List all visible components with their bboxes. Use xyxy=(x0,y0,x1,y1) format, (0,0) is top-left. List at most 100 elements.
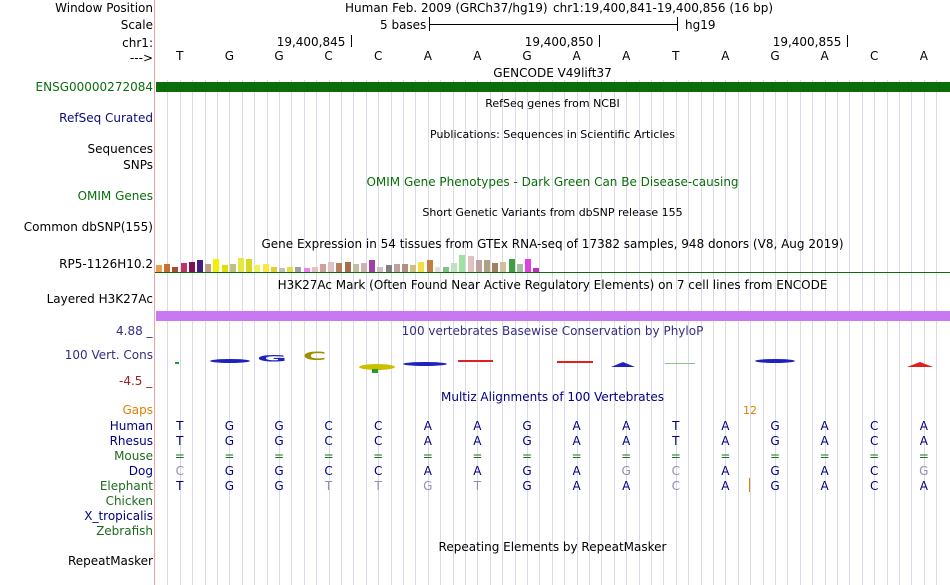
gtex-tissue-bar[interactable] xyxy=(197,260,203,272)
h3k27ac-track-label[interactable]: Layered H3K27Ac xyxy=(46,292,153,306)
gtex-tissue-bar[interactable] xyxy=(303,268,310,272)
alignment-base: G xyxy=(224,434,235,448)
gtex-tissue-bar[interactable] xyxy=(336,262,343,272)
gtex-tissue-bar[interactable] xyxy=(443,266,449,272)
gtex-tissue-bar[interactable] xyxy=(188,261,195,272)
gtex-tissue-bar[interactable] xyxy=(229,264,236,272)
grid-line xyxy=(489,80,491,585)
alignment-base: A xyxy=(919,434,928,448)
alignment-base: A xyxy=(622,479,631,493)
gtex-tissue-bar[interactable] xyxy=(361,262,367,272)
gtex-tissue-bar[interactable] xyxy=(205,264,212,272)
gtex-tissue-bar[interactable] xyxy=(410,265,417,272)
gtex-tissue-bar[interactable] xyxy=(213,258,220,272)
gtex-tissue-bar[interactable] xyxy=(467,256,474,272)
gtex-tissue-bar[interactable] xyxy=(262,264,269,272)
species-label[interactable]: Elephant xyxy=(99,479,153,493)
alignment-base: G xyxy=(770,464,780,478)
gtex-tissue-bar[interactable] xyxy=(516,264,523,272)
alignment-base: C xyxy=(671,464,680,478)
refseq-title: RefSeq genes from NCBI xyxy=(485,97,620,110)
refseq-track-label[interactable]: RefSeq Curated xyxy=(59,111,153,125)
species-label[interactable]: Zebrafish xyxy=(96,524,153,538)
h3k27ac-signal[interactable] xyxy=(156,311,950,321)
gencode-gene-block[interactable] xyxy=(156,82,950,92)
gtex-tissue-bar[interactable] xyxy=(500,261,507,272)
snps-track-label[interactable]: SNPs xyxy=(123,158,153,172)
grid-line xyxy=(465,80,466,585)
gtex-tissue-bar[interactable] xyxy=(475,260,482,272)
gencode-track-label[interactable]: ENSG00000272084 xyxy=(35,80,153,94)
species-label[interactable]: Rhesus xyxy=(109,434,153,448)
alignment-base: = xyxy=(670,449,681,463)
gtex-tissue-bar[interactable] xyxy=(377,266,384,272)
gtex-tissue-bar[interactable] xyxy=(459,255,466,272)
gtex-tissue-bar[interactable] xyxy=(484,260,490,272)
gtex-tissue-bar[interactable] xyxy=(180,262,187,272)
gtex-tissue-bar[interactable] xyxy=(295,266,302,272)
gtex-tissue-bar[interactable] xyxy=(418,261,425,272)
gtex-tissue-bar[interactable] xyxy=(393,264,400,272)
browser-image[interactable] xyxy=(155,0,950,585)
gtex-tissue-bar[interactable] xyxy=(352,264,359,272)
sequences-track-label[interactable]: Sequences xyxy=(87,142,153,156)
gtex-tissue-bar[interactable] xyxy=(221,265,228,272)
grid-line xyxy=(700,80,702,585)
grid-line xyxy=(403,80,404,585)
alignment-base: C xyxy=(671,479,680,493)
gtex-tissue-bar[interactable] xyxy=(164,264,171,272)
gtex-tissue-bar[interactable] xyxy=(533,268,540,272)
grid-line xyxy=(502,80,504,585)
alignment-base: T xyxy=(176,419,184,433)
gtex-tissue-bar[interactable] xyxy=(525,258,531,272)
alignment-base: A xyxy=(820,419,829,433)
gtex-tissue-bar[interactable] xyxy=(279,268,285,272)
alignment-base: = xyxy=(422,449,433,463)
grid-line xyxy=(353,80,355,585)
cons-logo[interactable]: G C xyxy=(155,345,950,377)
gtex-tissue-bar[interactable] xyxy=(172,266,179,272)
gtex-tissue-bar[interactable] xyxy=(270,266,277,272)
gtex-tissue-bar[interactable] xyxy=(385,265,392,272)
species-label[interactable]: Dog xyxy=(128,464,153,478)
scale-bar-right xyxy=(677,17,678,31)
dbsnp-track-label[interactable]: Common dbSNP(155) xyxy=(23,220,153,234)
sequence-base: C xyxy=(869,49,879,63)
grid-line xyxy=(651,80,652,585)
gtex-tissue-bar[interactable] xyxy=(451,262,458,272)
gtex-tissue-bar[interactable] xyxy=(344,261,351,272)
species-label[interactable]: Human xyxy=(109,419,153,433)
coord-tick-mark xyxy=(599,35,601,47)
gtex-tissue-bar[interactable] xyxy=(492,262,499,272)
gtex-tissue-bar[interactable] xyxy=(508,258,515,272)
species-label[interactable]: Chicken xyxy=(105,494,153,508)
sequence-base: G xyxy=(274,49,284,63)
omim-track-label[interactable]: OMIM Genes xyxy=(77,189,153,203)
grid-line xyxy=(440,80,442,585)
gtex-tissue-bar[interactable] xyxy=(426,260,433,272)
alignment-base: = xyxy=(273,449,285,463)
gencode-title: GENCODE V49lift37 xyxy=(493,66,612,80)
gtex-tissue-bar[interactable] xyxy=(328,261,335,272)
gtex-tissue-bar[interactable] xyxy=(369,260,376,272)
species-label[interactable]: Mouse xyxy=(114,449,153,463)
gtex-tissue-bar[interactable] xyxy=(434,266,441,272)
gtex-tissue-bar[interactable] xyxy=(311,266,318,272)
sequence-base: A xyxy=(473,49,482,63)
gtex-tissue-bar[interactable] xyxy=(287,266,294,272)
cons-track-label[interactable]: 100 Vert. Cons xyxy=(64,348,153,362)
gtex-tissue-bar[interactable] xyxy=(156,265,162,272)
gtex-tissue-bar[interactable] xyxy=(402,264,408,272)
alignment-base: G xyxy=(274,419,284,433)
gtex-bar-chart[interactable] xyxy=(156,254,546,272)
gtex-tissue-bar[interactable] xyxy=(246,258,253,272)
grid-line xyxy=(551,80,553,585)
gtex-tissue-bar[interactable] xyxy=(238,257,244,272)
grid-line xyxy=(266,80,268,585)
coord-tick-label: 19,400,845 xyxy=(276,35,346,49)
gtex-track-label[interactable]: RP5-1126H10.2 xyxy=(59,257,153,271)
species-label[interactable]: X_tropicalis xyxy=(84,509,153,523)
gtex-tissue-bar[interactable] xyxy=(320,264,326,272)
gtex-tissue-bar[interactable] xyxy=(254,265,261,272)
rmsk-track-label[interactable]: RepeatMasker xyxy=(67,554,153,568)
